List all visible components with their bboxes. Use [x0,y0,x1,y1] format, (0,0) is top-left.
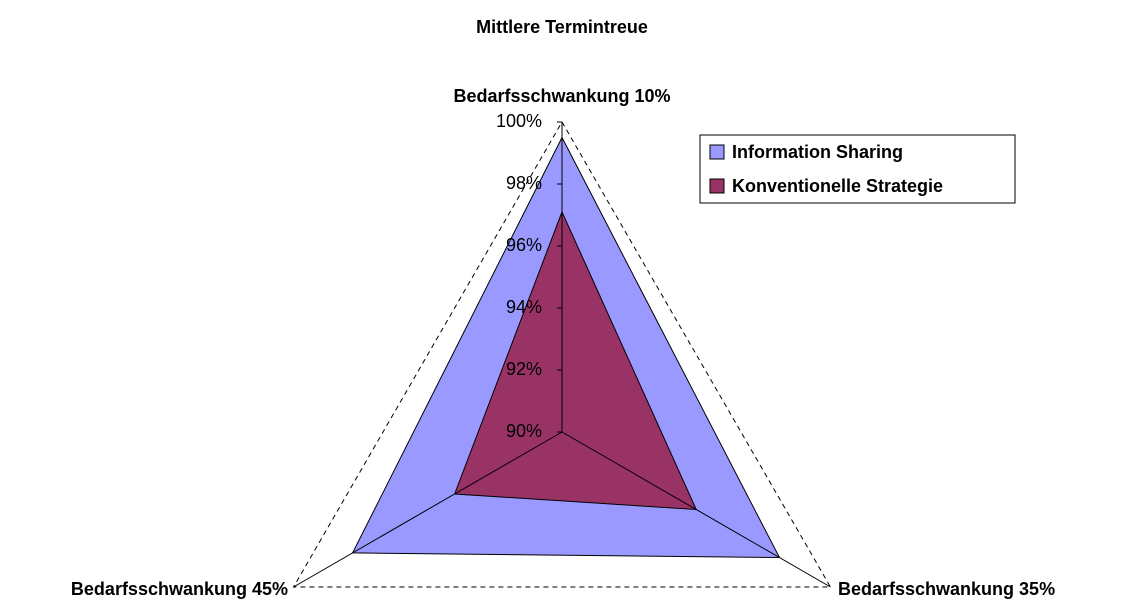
chart-title: Mittlere Termintreue [476,17,648,37]
series-area [453,210,698,511]
grid-frame [292,121,832,588]
y-tick-label: 100% [496,111,542,131]
y-tick-label: 94% [506,297,542,317]
category-label: Bedarfsschwankung 45% [71,579,288,599]
legend-swatch [709,178,725,194]
legend-label: Information Sharing [732,142,903,162]
legend-swatch [709,144,725,160]
y-tick-label: 92% [506,359,542,379]
axis-line [561,431,831,588]
category-label: Bedarfsschwankung 35% [838,579,1055,599]
axis-line [293,431,563,588]
y-tick-label: 96% [506,235,542,255]
y-tick-label: 98% [506,173,542,193]
legend-label: Konventionelle Strategie [732,176,943,196]
y-tick-label: 90% [506,421,542,441]
category-label: Bedarfsschwankung 10% [453,86,670,106]
legend-box [699,134,1016,204]
